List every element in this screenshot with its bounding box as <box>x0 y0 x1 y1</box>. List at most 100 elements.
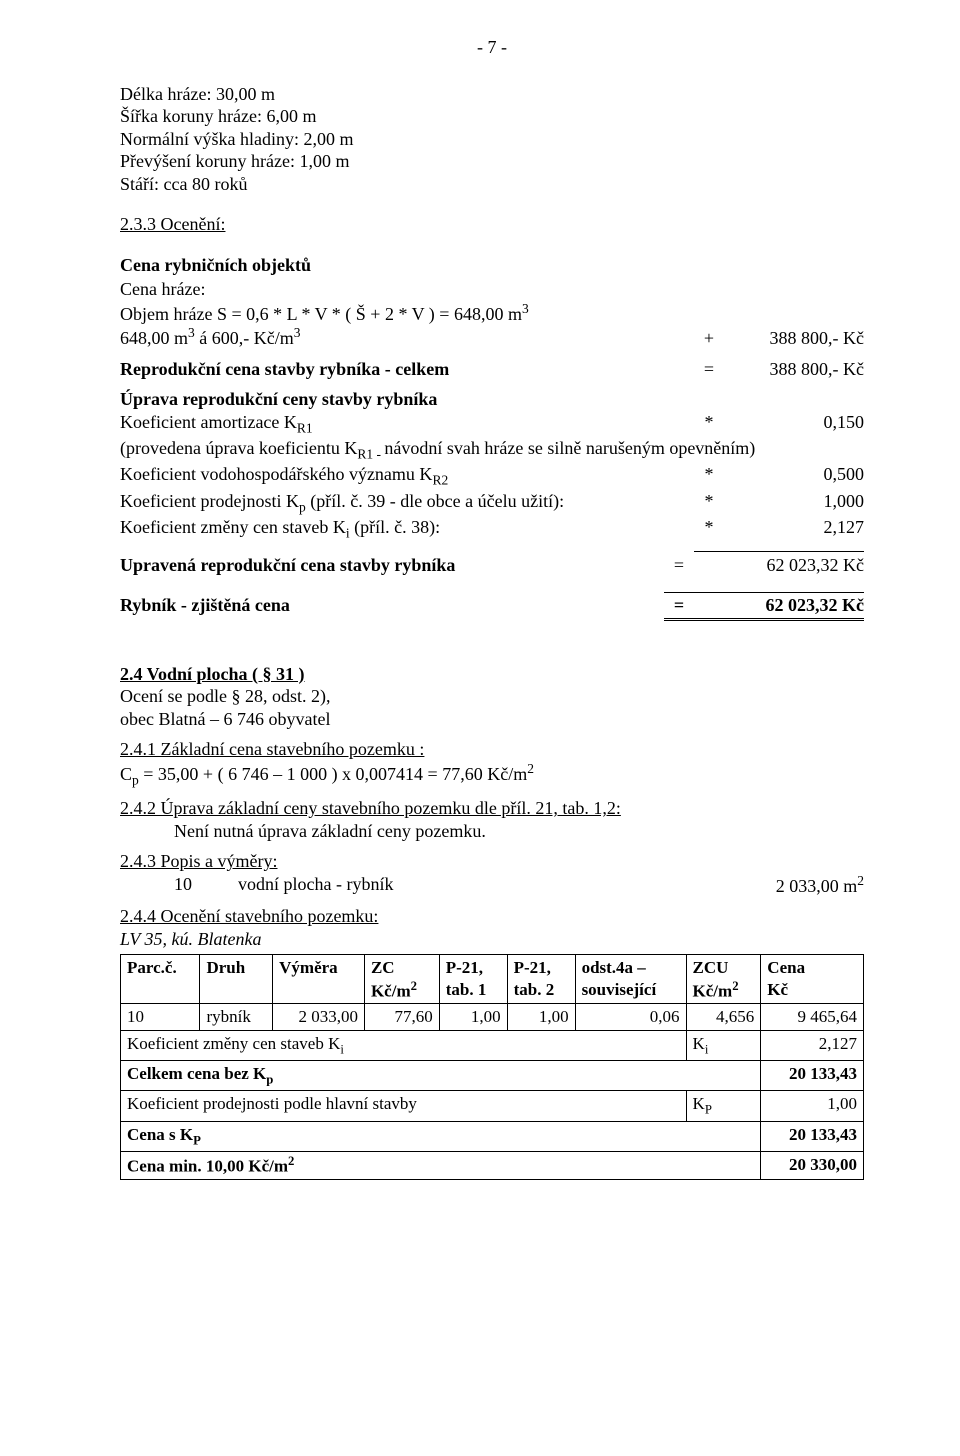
label: Koeficient změny cen staveb Ki (příl. č.… <box>120 516 694 542</box>
dam-spec-line: Převýšení koruny hráze: 1,00 m <box>120 150 864 173</box>
text: Kč <box>767 980 788 999</box>
text: K <box>693 1094 705 1113</box>
dam-specs: Délka hráze: 30,00 m Šířka koruny hráze:… <box>120 83 864 196</box>
text: Koeficient prodejnosti K <box>120 491 299 511</box>
operator: = <box>664 592 694 621</box>
label: Koeficient vodohospodářského významu KR2 <box>120 463 694 489</box>
th-druh: Druh <box>200 955 273 1004</box>
text: K <box>693 1034 705 1053</box>
value: 2,127 <box>724 516 864 539</box>
text: odst.4a – <box>582 958 646 977</box>
dam-spec-line: Šířka koruny hráze: 6,00 m <box>120 105 864 128</box>
cell: 9 465,64 <box>761 1004 864 1030</box>
sec242-line: Není nutná úprava základní ceny pozemku. <box>120 820 864 843</box>
text: 2.4.4 Ocenění stavebního pozemku: <box>120 906 378 926</box>
cell: Cena s KP <box>121 1121 761 1151</box>
valuation-table: Parc.č. Druh Výměra ZC Kč/m2 P-21, tab. … <box>120 954 864 1180</box>
subscript: i <box>340 1042 344 1056</box>
text: C <box>120 764 132 784</box>
cell: 20 330,00 <box>761 1152 864 1180</box>
coef-ki-row: Koeficient změny cen staveb Ki (příl. č.… <box>120 516 864 542</box>
text: 2.4.2 Úprava základní ceny stavebního po… <box>120 798 621 818</box>
text: á 600,- Kč/m <box>195 328 294 348</box>
text: = 35,00 + ( 6 746 – 1 000 ) x 0,007414 =… <box>139 764 527 784</box>
label: Upravená reprodukční cena stavby rybníka <box>120 554 664 577</box>
text: 2.4.3 Popis a výměry: <box>120 851 278 871</box>
value: 388 800,- Kč <box>724 358 864 381</box>
text: Koeficient amortizace K <box>120 412 297 432</box>
subscript: R1 <box>297 420 313 435</box>
text: Cena s K <box>127 1125 193 1144</box>
th-cena: Cena Kč <box>761 955 864 1004</box>
operator: * <box>694 490 724 513</box>
dam-spec-line: Délka hráze: 30,00 m <box>120 83 864 106</box>
page: - 7 - Délka hráze: 30,00 m Šířka koruny … <box>0 0 960 1240</box>
col-3: 2 033,00 m2 <box>694 873 864 898</box>
text: 648,00 m <box>120 328 188 348</box>
page-number: - 7 - <box>120 36 864 59</box>
operator: * <box>694 411 724 434</box>
value: 388 800,- Kč <box>724 327 864 350</box>
pond-objects-title: Cena rybničních objektů <box>120 254 864 277</box>
text: Kč/m <box>693 981 733 1000</box>
cell: Ki <box>686 1030 761 1060</box>
text: ZCU <box>693 958 729 977</box>
subscript: P <box>193 1133 201 1147</box>
table-row-sum-before-kp: Celkem cena bez Kp 20 133,43 <box>121 1061 864 1091</box>
sec243-row: 10 vodní plocha - rybník 2 033,00 m2 <box>120 873 864 898</box>
table-row-kp: Koeficient prodejnosti podle hlavní stav… <box>121 1091 864 1121</box>
label: Koeficient amortizace KR1 <box>120 411 694 437</box>
cell: Celkem cena bez Kp <box>121 1061 761 1091</box>
operator: = <box>694 358 724 381</box>
text: tab. 2 <box>514 980 555 999</box>
cell: 0,06 <box>575 1004 686 1030</box>
text: související <box>582 980 657 999</box>
cell: Cena min. 10,00 Kč/m2 <box>121 1152 761 1180</box>
text: (provedena úprava koeficientu K <box>120 438 357 458</box>
text: Cena <box>767 958 805 977</box>
superscript: 3 <box>188 325 195 340</box>
cell: Koeficient prodejnosti podle hlavní stav… <box>121 1091 687 1121</box>
text: Objem hráze S = 0,6 * L * V * ( Š + 2 * … <box>120 304 522 324</box>
operator: * <box>694 463 724 486</box>
reproduction-total-row: Reprodukční cena stavby rybníka - celkem… <box>120 358 864 381</box>
coef-kp-row: Koeficient prodejnosti Kp (příl. č. 39 -… <box>120 490 864 516</box>
text: Koeficient změny cen staveb K <box>120 517 346 537</box>
text: 2 033,00 m <box>776 876 858 896</box>
cell: Koeficient změny cen staveb Ki <box>121 1030 687 1060</box>
label: Koeficient prodejnosti Kp (příl. č. 39 -… <box>120 490 694 516</box>
superscript: 2 <box>411 979 417 993</box>
th-parc: Parc.č. <box>121 955 200 1004</box>
cell: 77,60 <box>364 1004 439 1030</box>
text: 2.4 Vodní plocha ( § 31 ) <box>120 664 305 684</box>
value: 0,150 <box>724 411 864 434</box>
text: (příl. č. 38): <box>350 517 440 537</box>
dam-price-unit-row: 648,00 m3 á 600,- Kč/m3 + 388 800,- Kč <box>120 325 864 350</box>
dam-price-formula: Objem hráze S = 0,6 * L * V * ( Š + 2 * … <box>120 301 864 326</box>
cell: 10 <box>121 1004 200 1030</box>
text: 2.4.1 Základní cena stavebního pozemku : <box>120 739 424 759</box>
section-2-4-1-title: 2.4.1 Základní cena stavebního pozemku : <box>120 738 864 761</box>
operator: * <box>694 516 724 539</box>
operator: = <box>664 554 694 577</box>
superscript: 2 <box>527 761 534 776</box>
pond-found-row: Rybník - zjištěná cena = 62 023,32 Kč <box>120 592 864 621</box>
superscript: 2 <box>857 873 864 888</box>
coef-kr1-note: (provedena úprava koeficientu KR1 - návo… <box>120 437 864 463</box>
cell: 1,00 <box>761 1091 864 1121</box>
text: Cena min. 10,00 Kč/m <box>127 1157 288 1176</box>
cell: 2,127 <box>761 1030 864 1060</box>
label: Reprodukční cena stavby rybníka - celkem <box>120 358 694 381</box>
table-header-row: Parc.č. Druh Výměra ZC Kč/m2 P-21, tab. … <box>121 955 864 1004</box>
label: Rybník - zjištěná cena <box>120 594 664 617</box>
subscript: p <box>299 500 306 515</box>
text: Celkem cena bez K <box>127 1064 266 1083</box>
cell: 2 033,00 <box>273 1004 365 1030</box>
sec24-line: obec Blatná – 6 746 obyvatel <box>120 708 864 731</box>
adjusted-total-row: Upravená reprodukční cena stavby rybníka… <box>120 551 864 577</box>
subscript: P <box>705 1103 712 1117</box>
subscript: R2 <box>432 473 448 488</box>
th-zcu: ZCU Kč/m2 <box>686 955 761 1004</box>
text: návodní svah hráze se silně narušeným op… <box>384 438 755 458</box>
sec24-line: Ocení se podle § 28, odst. 2), <box>120 685 864 708</box>
